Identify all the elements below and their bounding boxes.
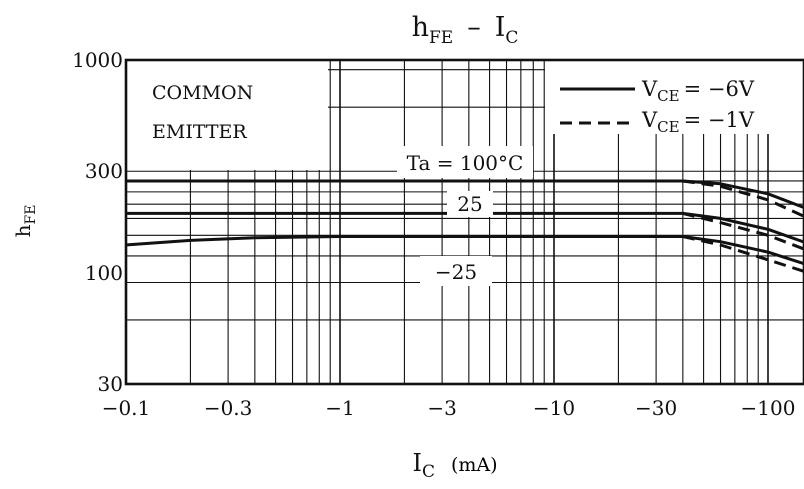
title-right: I [495,12,506,43]
y-axis-label: hFE [11,205,39,238]
curve-label-minus25: −25 [435,260,477,284]
x-tick-label: −30 [635,396,677,420]
x-tick-label: −10 [533,396,575,420]
plot-frame [124,58,804,386]
annotation-box [126,60,328,170]
x-tick-label: −3 [427,396,456,420]
y-tick-label: 100 [85,261,123,285]
annotation-line-2: EMITTER [152,121,247,143]
curve-label-box-25 [447,191,493,217]
curve-label-ta100: Ta = 100°C [407,151,524,175]
x-axis-label-unit: (mA) [451,454,498,476]
title-main: h [412,12,429,43]
title-dash: – [467,12,481,43]
y-tick-label: 300 [85,159,123,183]
y-tick-label: 1000 [72,48,123,72]
x-axis-label-main: I [412,449,421,477]
legend-solid-sub: CE [657,87,679,105]
x-axis-label: IC (mA) [412,449,497,482]
curve-label-25: 25 [457,192,482,216]
title-main-sub: FE [429,28,453,48]
series-line [126,211,804,244]
series-line [682,179,804,218]
legend-solid-main: V [641,77,658,101]
legend-dashed-main: V [641,108,658,132]
legend-dashed-value: = −1V [684,108,755,132]
series-lines [125,179,804,273]
chart-title: hFE – IC [412,12,519,48]
tick-labels: −0.1 −0.3 −1 −3 −10 −30 −100 30 100 300 1000 [72,48,795,420]
series-line [682,235,804,273]
legend-solid-value: = −6V [684,77,755,101]
annotation-line-1: COMMON [152,82,253,104]
curve-label-box-m25 [420,256,492,286]
y-tick-label: 30 [98,372,123,396]
series-line [126,179,804,210]
x-axis-label-sub: C [422,462,435,482]
title-right-sub: C [505,28,518,48]
x-tick-label: −100 [741,396,796,420]
y-axis-label-main: h [11,224,35,237]
x-tick-label: −1 [325,396,354,420]
legend-label-dashed: VCE = −1V [641,108,755,136]
legend-label-solid: VCE = −6V [641,77,755,105]
series-line [125,235,804,266]
x-tick-label: −0.1 [102,396,151,420]
x-tick-label: −0.3 [204,396,253,420]
y-axis-label-sub: FE [23,205,39,225]
curve-label-box-100 [397,146,533,178]
legend-dashed-sub: CE [657,118,679,136]
series-line [682,211,804,251]
